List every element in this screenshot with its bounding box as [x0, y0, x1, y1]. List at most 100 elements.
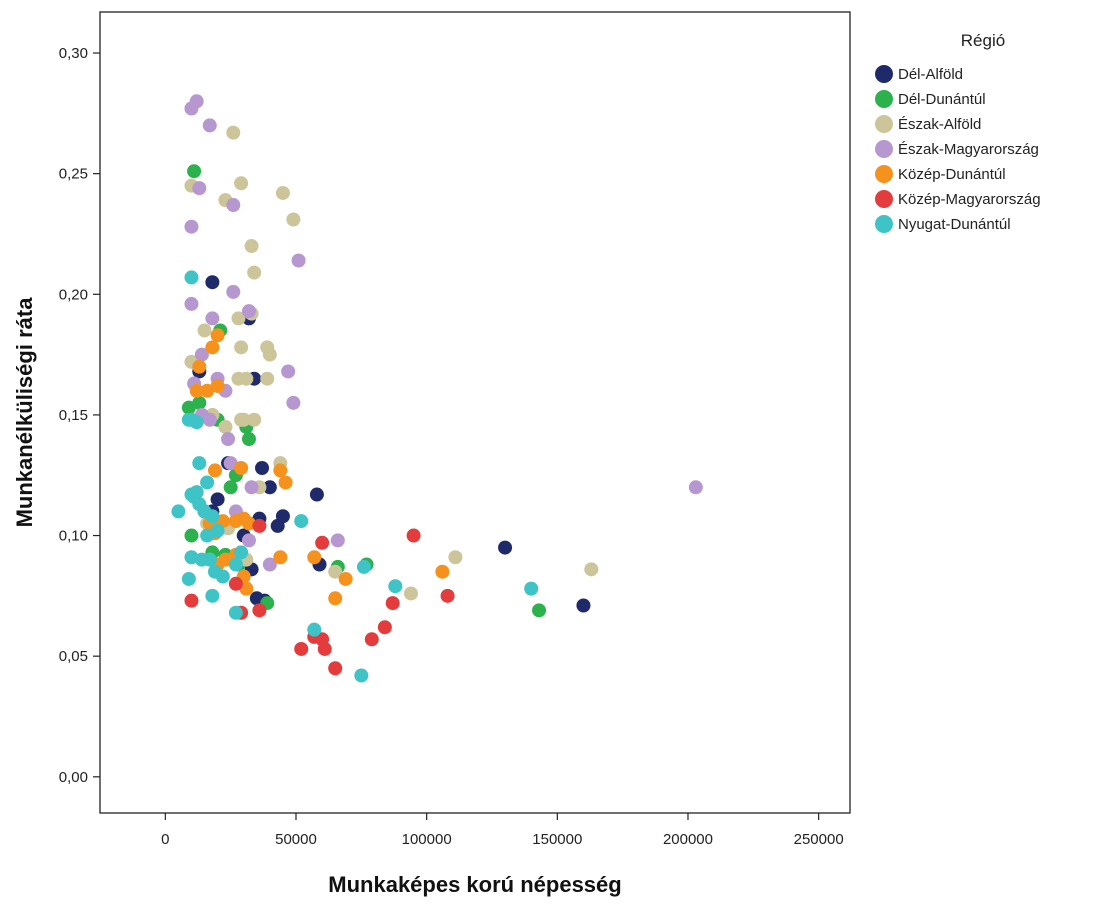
data-point	[234, 340, 249, 355]
data-point	[221, 432, 236, 447]
data-point	[291, 253, 306, 268]
data-point	[584, 562, 599, 577]
data-point	[228, 605, 243, 620]
data-point	[234, 460, 249, 475]
data-point	[307, 550, 322, 565]
data-point	[406, 528, 421, 543]
data-point	[330, 533, 345, 548]
data-point	[247, 265, 262, 280]
data-point	[328, 564, 343, 579]
data-points-group	[171, 94, 703, 683]
data-point	[234, 412, 249, 427]
data-point	[278, 475, 293, 490]
legend-entry-label: Észak-Alföld	[898, 116, 981, 133]
data-point	[448, 550, 463, 565]
legend-marker	[875, 165, 893, 183]
x-tick-label: 150000	[532, 831, 582, 848]
data-point	[244, 239, 259, 254]
data-point	[403, 586, 418, 601]
data-point	[315, 535, 330, 550]
data-point	[524, 581, 539, 596]
data-point	[354, 668, 369, 683]
x-tick-label: 200000	[663, 831, 713, 848]
data-point	[197, 323, 212, 338]
data-point	[286, 212, 301, 227]
data-point	[181, 571, 196, 586]
data-point	[275, 185, 290, 200]
data-point	[228, 557, 243, 572]
data-point	[184, 528, 199, 543]
data-point	[356, 559, 371, 574]
data-point	[171, 504, 186, 519]
data-point	[202, 118, 217, 133]
data-point	[255, 460, 270, 475]
data-point	[309, 487, 324, 502]
data-point	[226, 284, 241, 299]
data-point	[252, 518, 267, 533]
axes-group: 0 50000 100000 150000 200000 250000 0,00 0,05 0,…	[59, 45, 844, 848]
data-point	[234, 176, 249, 191]
data-point	[184, 550, 199, 565]
data-point	[231, 311, 246, 326]
data-point	[184, 270, 199, 285]
data-point	[210, 328, 225, 343]
data-point	[435, 564, 450, 579]
data-point	[532, 603, 547, 618]
data-point	[364, 632, 379, 647]
x-tick-label: 0	[161, 831, 169, 848]
x-tick-label: 100000	[402, 831, 452, 848]
data-point	[218, 552, 233, 567]
data-point	[189, 485, 204, 500]
data-point	[498, 540, 513, 555]
data-point	[192, 359, 207, 374]
data-point	[241, 304, 256, 319]
data-point	[218, 419, 233, 434]
legend-entry-label: Észak-Magyarország	[898, 141, 1039, 158]
data-point	[192, 395, 207, 410]
data-point	[210, 378, 225, 393]
y-tick-label: 0,05	[59, 648, 88, 665]
data-point	[385, 596, 400, 611]
data-point	[252, 603, 267, 618]
data-point	[239, 581, 254, 596]
data-point	[200, 475, 215, 490]
data-point	[226, 198, 241, 213]
data-point	[207, 463, 222, 478]
y-tick-label: 0,15	[59, 407, 88, 424]
data-point	[328, 661, 343, 676]
data-point	[273, 550, 288, 565]
legend-entry-label: Dél-Alföld	[898, 66, 963, 83]
plot-area-frame	[99, 11, 851, 814]
data-point	[194, 347, 209, 362]
y-tick-label: 0,20	[59, 286, 88, 303]
data-point	[210, 492, 225, 507]
data-point	[249, 591, 264, 606]
data-point	[215, 569, 230, 584]
data-point	[338, 571, 353, 586]
legend-marker	[875, 215, 893, 233]
data-point	[189, 415, 204, 430]
data-point	[184, 219, 199, 234]
data-point	[181, 400, 196, 415]
data-point	[328, 591, 343, 606]
data-point	[281, 364, 296, 379]
data-point	[205, 509, 220, 524]
data-point	[205, 588, 220, 603]
legend-marker	[875, 115, 893, 133]
data-point	[205, 275, 220, 290]
legend-marker	[875, 65, 893, 83]
data-point	[192, 181, 207, 196]
y-tick-label: 0,25	[59, 166, 88, 183]
y-tick-label: 0,30	[59, 45, 88, 62]
data-point	[273, 463, 288, 478]
legend-marker	[875, 190, 893, 208]
data-point	[223, 480, 238, 495]
data-point	[262, 557, 277, 572]
data-point	[247, 412, 262, 427]
x-axis-title: Munkaképes korú népesség	[328, 872, 621, 897]
x-tick-label: 50000	[275, 831, 317, 848]
data-point	[223, 456, 238, 471]
data-point	[205, 340, 220, 355]
data-point	[234, 545, 249, 560]
